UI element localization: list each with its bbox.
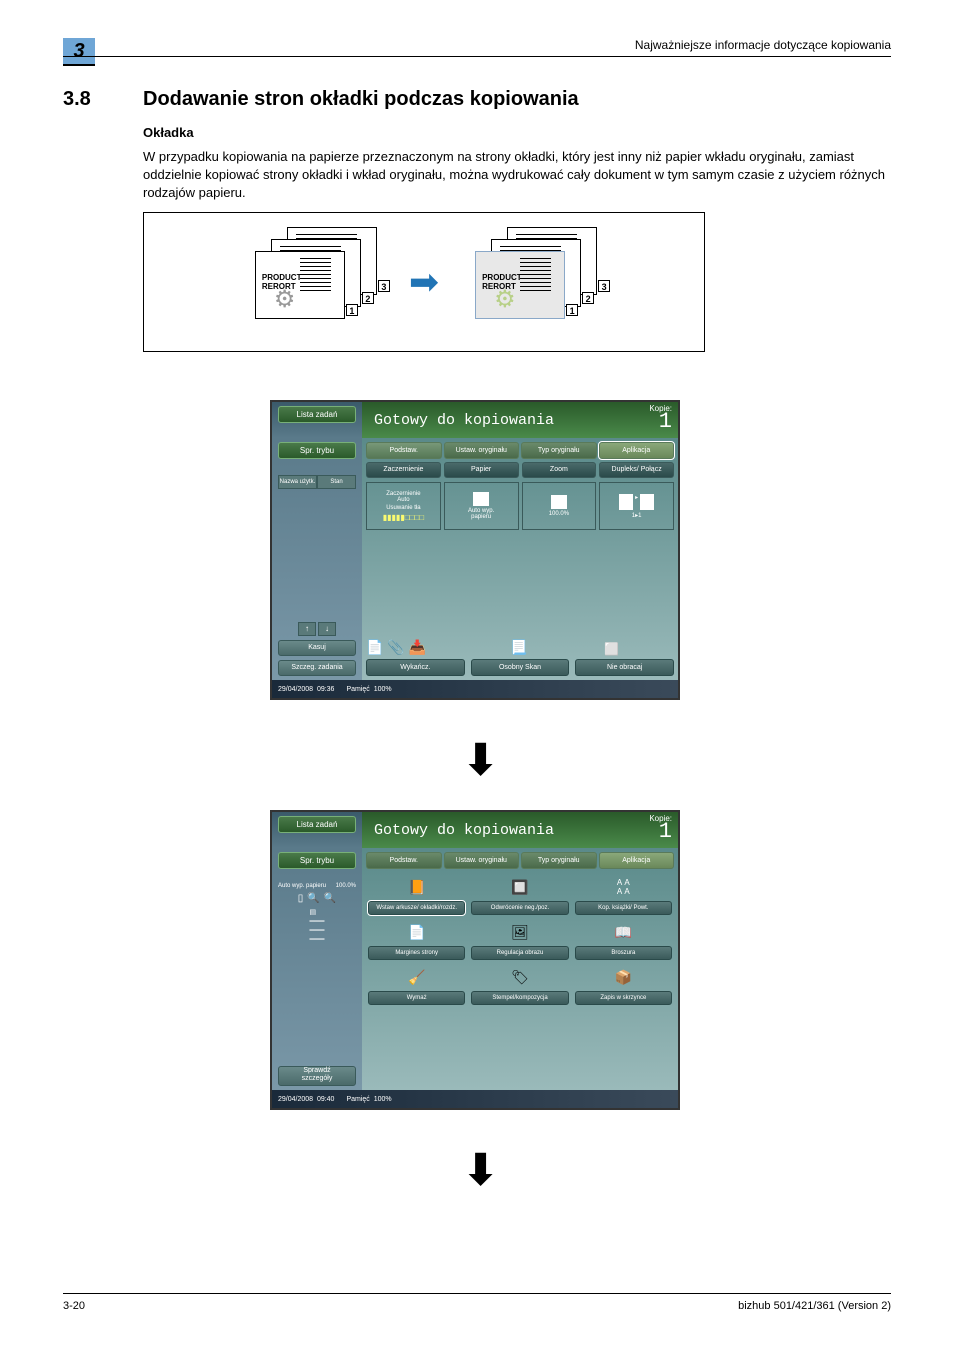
image-adjust-button[interactable]: Regulacja obrazu bbox=[471, 946, 568, 960]
tab-typ[interactable]: Typ oryginału bbox=[521, 442, 597, 459]
zoom-minus-icon[interactable]: 🔍 bbox=[307, 893, 319, 904]
papier-cell[interactable]: Auto wyp. papieru bbox=[444, 482, 519, 530]
sprawdz-button[interactable]: Sprawdź szczegóły bbox=[278, 1066, 356, 1086]
nie-obracaj-button[interactable]: Nie obracaj bbox=[575, 659, 674, 676]
margin-icon: 📄 bbox=[406, 921, 428, 943]
dup-icon-l bbox=[619, 494, 633, 510]
image-adjust-icon: 🖼 bbox=[509, 921, 531, 943]
rotate-icon: ⬜ bbox=[604, 642, 619, 656]
page-num-2b: 2 bbox=[582, 292, 594, 304]
panel-title: Gotowy do kopiowania bbox=[362, 402, 618, 438]
dupleks-cell[interactable]: ▸ 1▸1 bbox=[599, 482, 674, 530]
arrow-down-icon-2: ⬇ bbox=[463, 1145, 498, 1194]
tab-podstaw[interactable]: Podstaw. bbox=[366, 442, 442, 459]
tab-ustaw[interactable]: Ustaw. oryginału bbox=[444, 442, 520, 459]
tab-typ-2[interactable]: Typ oryginału bbox=[521, 852, 597, 869]
auto-pct: 100.0% bbox=[336, 883, 356, 889]
paper-icon bbox=[473, 492, 489, 506]
stan-cell: Stan bbox=[317, 475, 356, 489]
arrow-down-icon: ⬇ bbox=[463, 735, 498, 784]
scroll-down-icon[interactable]: ↓ bbox=[318, 622, 336, 636]
chapter-tab-line bbox=[63, 64, 95, 66]
kasuj-button[interactable]: Kasuj bbox=[278, 640, 356, 656]
panel-footer-2: 29/04/2008 09:40 Pamięć 100% bbox=[272, 1090, 678, 1108]
mode-button[interactable]: Spr. trybu bbox=[278, 442, 356, 459]
wykancz-button[interactable]: Wykańcz. bbox=[366, 659, 465, 676]
tab-podstaw-2[interactable]: Podstaw. bbox=[366, 852, 442, 869]
opt-zoom-head: Zoom bbox=[522, 462, 597, 478]
header-rule bbox=[63, 56, 891, 57]
tray-icon: ▯ bbox=[298, 893, 304, 904]
chapter-tab: 3 bbox=[63, 38, 95, 64]
details-button[interactable]: Szczeg. zadania bbox=[278, 660, 356, 676]
page-number: 3-20 bbox=[63, 1300, 85, 1312]
page-num-1: 1 bbox=[346, 304, 358, 316]
brochure-button[interactable]: Broszura bbox=[575, 946, 672, 960]
neg-pos-icon: 🔲 bbox=[509, 876, 531, 898]
cover-insert-button[interactable]: Wstaw arkusze/ okładki/rozdz. bbox=[368, 901, 465, 915]
illustration-box: 3 2 PRODUCT RERORT ⚙ 1 ➡ 3 2 PRODUCT RER… bbox=[143, 212, 705, 352]
copies-display: Kopie: 1 bbox=[618, 402, 678, 438]
page-num-2: 2 bbox=[362, 292, 374, 304]
manual-version: bizhub 501/421/361 (Version 2) bbox=[738, 1300, 891, 1312]
dup-icon-r bbox=[640, 494, 654, 510]
book-copy-button[interactable]: Kop. książki/ Powt. bbox=[575, 901, 672, 915]
book-copy-icon: A AA A bbox=[612, 876, 634, 898]
opt-zaczern-head: Zaczernienie bbox=[366, 462, 441, 478]
arrow-right-icon: ➡ bbox=[409, 261, 439, 303]
tab-ustaw-2[interactable]: Ustaw. oryginału bbox=[444, 852, 520, 869]
erase-icon: 🧹 bbox=[406, 966, 428, 988]
gear-icon: ⚙ bbox=[274, 285, 296, 314]
finish-icons: 📄 📎 📥 bbox=[366, 639, 426, 656]
jobs-list-button-2[interactable]: Lista zadań bbox=[278, 816, 356, 833]
subsection-title: Okładka bbox=[143, 125, 194, 140]
savebox-button[interactable]: Zapis w skrzynce bbox=[575, 991, 672, 1005]
zoom-icon bbox=[551, 495, 567, 509]
zoom-plus-icon[interactable]: 🔍 bbox=[324, 893, 336, 904]
page-num-3: 3 bbox=[378, 280, 390, 292]
tab-aplikacja-2[interactable]: Aplikacja bbox=[599, 852, 675, 869]
opt-papier-head: Papier bbox=[444, 462, 519, 478]
scroll-up-icon[interactable]: ↑ bbox=[298, 622, 316, 636]
tray-lines: ▤═════════ bbox=[310, 908, 325, 944]
section-number: 3.8 bbox=[63, 88, 143, 111]
copier-panel-basic: Lista zadań Gotowy do kopiowania Kopie: … bbox=[270, 400, 680, 700]
stack-left: 3 2 PRODUCT RERORT ⚙ 1 bbox=[239, 227, 389, 337]
cover-insert-icon: 📙 bbox=[406, 876, 428, 898]
breadcrumb: Najważniejsze informacje dotyczące kopio… bbox=[635, 38, 891, 52]
scan-icon: 📃 bbox=[510, 639, 527, 656]
stamp-icon: 🏷 bbox=[509, 966, 531, 988]
neg-pos-button[interactable]: Odwrócenie neg./poz. bbox=[471, 901, 568, 915]
brochure-icon: 📖 bbox=[612, 921, 634, 943]
panel-title-2: Gotowy do kopiowania bbox=[362, 812, 618, 848]
margin-button[interactable]: Margines strony bbox=[368, 946, 465, 960]
jobs-list-button[interactable]: Lista zadań bbox=[278, 406, 356, 423]
nazwa-cell: Nazwa użytk. bbox=[278, 475, 317, 489]
copier-panel-app: Lista zadań Gotowy do kopiowania Kopie: … bbox=[270, 810, 680, 1110]
tab-aplikacja[interactable]: Aplikacja bbox=[599, 442, 675, 459]
copies-display-2: Kopie: 1 bbox=[618, 812, 678, 848]
savebox-icon: 📦 bbox=[612, 966, 634, 988]
auto-wp-label: Auto wyp. papieru bbox=[278, 883, 336, 889]
body-paragraph: W przypadku kopiowania na papierze przez… bbox=[143, 148, 891, 203]
gear-icon-b: ⚙ bbox=[494, 285, 516, 314]
panel-footer: 29/04/2008 09:36 Pamięć 100% bbox=[272, 680, 678, 698]
stamp-button[interactable]: Stempel/kompozycja bbox=[471, 991, 568, 1005]
section-title: Dodawanie stron okładki podczas kopiowan… bbox=[143, 88, 579, 111]
stack-right: 3 2 PRODUCT RERORT ⚙ 1 bbox=[459, 227, 609, 337]
page-num-1b: 1 bbox=[566, 304, 578, 316]
opt-dupleks-head: Dupleks/ Połącz bbox=[599, 462, 674, 478]
mode-button-2[interactable]: Spr. trybu bbox=[278, 852, 356, 869]
zaczern-cell[interactable]: Zaczernienie Auto Usuwanie tła ▮▮▮▮▮□□□□ bbox=[366, 482, 441, 530]
zoom-cell[interactable]: 100.0% bbox=[522, 482, 597, 530]
osobny-button[interactable]: Osobny Skan bbox=[471, 659, 570, 676]
erase-button[interactable]: Wymaż bbox=[368, 991, 465, 1005]
page-num-3b: 3 bbox=[598, 280, 610, 292]
